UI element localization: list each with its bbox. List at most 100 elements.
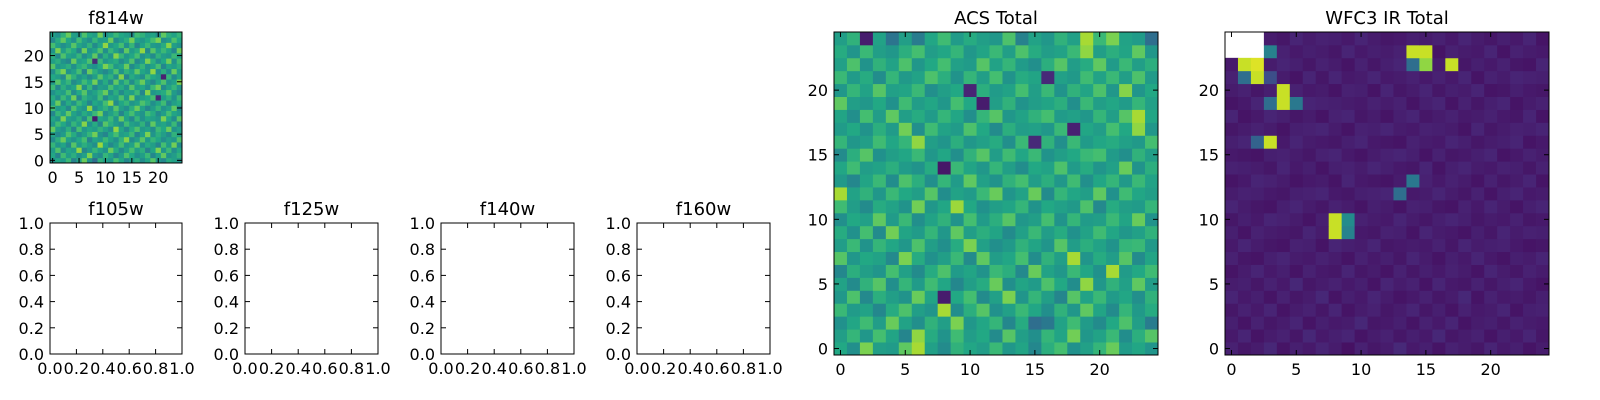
heatmap-cell	[76, 42, 83, 49]
y-tick-label: 0.4	[214, 293, 239, 312]
heatmap-cell	[1536, 44, 1550, 59]
heatmap-cell	[118, 52, 125, 59]
heatmap-cell	[1341, 122, 1355, 136]
heatmap-cell	[55, 63, 61, 70]
heatmap-cell	[1250, 277, 1265, 291]
heatmap-cell	[71, 79, 77, 85]
heatmap-cell	[86, 84, 93, 91]
x-tick-label: 0	[48, 168, 58, 187]
heatmap-cell	[1380, 96, 1394, 110]
heatmap-cell	[55, 94, 61, 101]
heatmap-cell	[1432, 44, 1446, 59]
heatmap-cell	[1393, 187, 1407, 201]
heatmap-cell	[171, 131, 178, 138]
heatmap-cell	[1080, 212, 1094, 227]
heatmap-cell	[102, 136, 109, 143]
heatmap-cell	[1367, 148, 1381, 162]
heatmap-cell	[1328, 57, 1343, 72]
heatmap-cell	[1536, 251, 1550, 265]
acs-total-axes-frame	[833, 31, 1159, 356]
heatmap-cell	[71, 142, 77, 148]
heatmap-cell	[937, 70, 952, 85]
heatmap-cell	[55, 152, 61, 159]
heatmap-cell	[898, 316, 913, 330]
heatmap-cell	[1028, 187, 1042, 201]
heatmap-cell	[1225, 212, 1239, 227]
heatmap-cell	[171, 126, 178, 132]
heatmap-cell	[55, 136, 61, 143]
y-tick-label: 0.2	[410, 319, 435, 338]
heatmap-cell	[71, 136, 77, 143]
y-tick-label: 0.4	[19, 293, 44, 312]
heatmap-cell	[1015, 44, 1029, 59]
heatmap-cell	[1523, 225, 1537, 240]
heatmap-cell	[166, 94, 172, 101]
heatmap-cell	[1367, 44, 1381, 59]
heatmap-cell	[1041, 83, 1055, 97]
heatmap-cell	[155, 84, 162, 91]
heatmap-cell	[1119, 238, 1133, 253]
heatmap-cell	[86, 73, 93, 80]
heatmap-cell	[1367, 122, 1381, 136]
heatmap-cell	[1445, 264, 1459, 278]
heatmap-cell	[1041, 225, 1055, 240]
heatmap-cell	[118, 147, 125, 153]
heatmap-cell	[1067, 122, 1081, 136]
heatmap-cell	[1263, 277, 1278, 291]
heatmap-cell	[139, 136, 146, 143]
heatmap-cell	[1510, 161, 1524, 175]
heatmap-cell	[1237, 212, 1252, 227]
heatmap-cell	[129, 73, 135, 80]
heatmap-cell	[859, 135, 874, 149]
heatmap-cell	[1536, 290, 1550, 304]
heatmap-cell	[1093, 109, 1107, 123]
heatmap-cell	[1367, 70, 1381, 85]
heatmap-cell	[55, 42, 61, 49]
heatmap-cell	[885, 290, 900, 304]
heatmap-cell	[102, 42, 109, 49]
heatmap-cell	[1054, 148, 1068, 162]
heatmap-cell	[1393, 174, 1407, 188]
heatmap-cell	[60, 105, 67, 111]
heatmap-cell	[989, 70, 1003, 85]
heatmap-cell	[859, 251, 874, 265]
heatmap-cell	[1289, 199, 1304, 214]
heatmap-cell	[129, 100, 135, 106]
heatmap-cell	[71, 126, 77, 132]
heatmap-cell	[171, 105, 178, 111]
heatmap-cell	[1484, 161, 1498, 175]
heatmap-cell	[1341, 277, 1355, 291]
heatmap-cell	[989, 32, 1003, 46]
heatmap-cell	[898, 70, 913, 85]
heatmap-cell	[1302, 329, 1317, 343]
heatmap-cell	[1536, 57, 1550, 72]
heatmap-cell	[139, 37, 146, 43]
x-tick-label: 10	[960, 360, 980, 379]
heatmap-cell	[71, 94, 77, 101]
heatmap-cell	[1225, 199, 1239, 214]
heatmap-cell	[1302, 251, 1317, 265]
heatmap-cell	[160, 84, 167, 91]
heatmap-cell	[1497, 135, 1511, 149]
heatmap-cell	[102, 94, 109, 101]
heatmap-cell	[872, 122, 887, 136]
heatmap-cell	[176, 142, 183, 148]
heatmap-cell	[1106, 316, 1120, 330]
heatmap-cell	[145, 58, 151, 64]
heatmap-cell	[859, 225, 874, 240]
heatmap-cell	[1002, 109, 1016, 123]
heatmap-cell	[113, 105, 120, 111]
heatmap-cell	[1419, 316, 1433, 330]
heatmap-cell	[976, 290, 990, 304]
heatmap-cell	[118, 152, 125, 159]
heatmap-cell	[1041, 32, 1055, 46]
heatmap-cell	[108, 84, 114, 91]
heatmap-cell	[1225, 187, 1239, 201]
heatmap-cell	[118, 47, 125, 54]
heatmap-cell	[1250, 303, 1265, 317]
heatmap-cell	[1432, 290, 1446, 304]
heatmap-cell	[1497, 32, 1511, 46]
heatmap-cell	[872, 161, 887, 175]
heatmap-cell	[976, 316, 990, 330]
